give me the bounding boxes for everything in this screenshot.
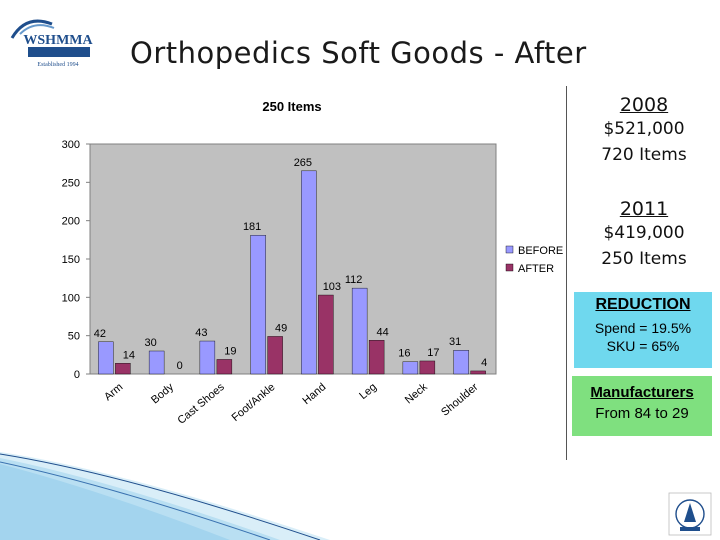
x-tick-label: Foot/Ankle [230,381,278,424]
data-label-after: 19 [224,345,236,357]
reduction-heading: REDUCTION [595,296,691,313]
manufacturers-text: From 84 to 29 [595,405,689,422]
data-label-before: 30 [145,337,157,349]
legend-label: AFTER [518,263,554,275]
stats-2011-spend: $419,000 [603,223,685,243]
data-label-after: 0 [177,360,183,372]
y-tick-label: 100 [62,292,80,304]
x-tick-label: Shoulder [439,381,481,419]
logo-text: WSHMMA [23,33,93,48]
manufacturers-heading: Manufacturers [590,384,694,401]
seal-icon [668,492,712,536]
data-label-after: 44 [377,326,389,338]
bar-before [402,361,419,375]
bar-before [98,341,114,375]
data-label-before: 112 [345,274,363,286]
stats-2008-spend: $521,000 [603,119,685,139]
y-tick-label: 200 [62,216,80,228]
data-label-after: 17 [427,347,439,359]
data-label-before: 42 [94,328,106,340]
y-tick-label: 300 [62,139,80,151]
data-label-before: 16 [398,348,410,360]
y-tick-label: 0 [74,369,80,381]
decorative-swoosh [0,452,330,540]
stats-2011-year: 2011 [619,198,669,220]
reduction-sku: SKU = 65% [606,338,680,354]
data-label-after: 49 [275,322,287,334]
bar-after [318,294,334,375]
x-tick-label: Body [149,381,176,407]
bar-after [419,360,436,375]
bar-before [199,340,216,375]
bar-after [216,359,233,375]
bar-before [250,235,266,375]
logo-subtext: Established 1994 [37,62,78,68]
data-label-after: 14 [123,349,135,361]
x-tick-label: Hand [300,381,328,407]
bar-chart: 250 Items0501001502002503004214Arm300Bod… [62,99,564,427]
x-tick-label: Leg [357,381,379,402]
manufacturers-box: Manufacturers From 84 to 29 [572,376,712,436]
x-tick-label: Cast Shoes [176,381,228,427]
bar-before [301,170,317,375]
chart: 250 Items 0 50 100 150 200 250 300 42 14 Arm 30 0 Bod… [48,92,568,437]
reduction-spend: Spend = 19.5% [594,320,692,336]
legend-label: BEFORE [518,245,563,257]
bar-after [115,363,131,375]
reduction-box: REDUCTION Spend = 19.5% SKU = 65% [574,292,712,368]
y-tick-label: 150 [62,254,80,266]
stats-2011-items: 250 Items [601,249,687,269]
y-tick-label: 50 [68,331,80,343]
data-label-before: 31 [449,336,461,348]
chart-title: 250 Items [262,99,321,114]
data-label-before: 265 [294,157,312,169]
bar-after [368,340,385,375]
divider [566,86,567,460]
x-tick-label: Arm [102,381,125,403]
plot-area [89,143,497,375]
data-label-after: 103 [323,281,341,293]
bar-before [351,287,368,375]
data-label-before: 43 [195,327,207,339]
bar-after [267,336,283,375]
stats-2008: 2008 $521,000 720 Items [574,94,714,168]
data-label-after: 4 [481,357,487,369]
y-tick-label: 250 [62,177,80,189]
legend-swatch [505,245,514,254]
stats-2008-items: 720 Items [601,145,687,165]
logo-icon: WSHMMA Established 1994 [10,19,93,68]
data-label-before: 181 [243,221,261,233]
bar-after [470,370,486,375]
legend-swatch [505,263,514,272]
bar-before [453,350,469,375]
stats-2011: 2011 $419,000 250 Items [574,198,714,272]
bar-before [148,350,165,375]
x-tick-label: Neck [403,381,430,407]
stats-2008-year: 2008 [619,94,669,116]
slide-title: Orthopedics Soft Goods - After [130,36,587,70]
